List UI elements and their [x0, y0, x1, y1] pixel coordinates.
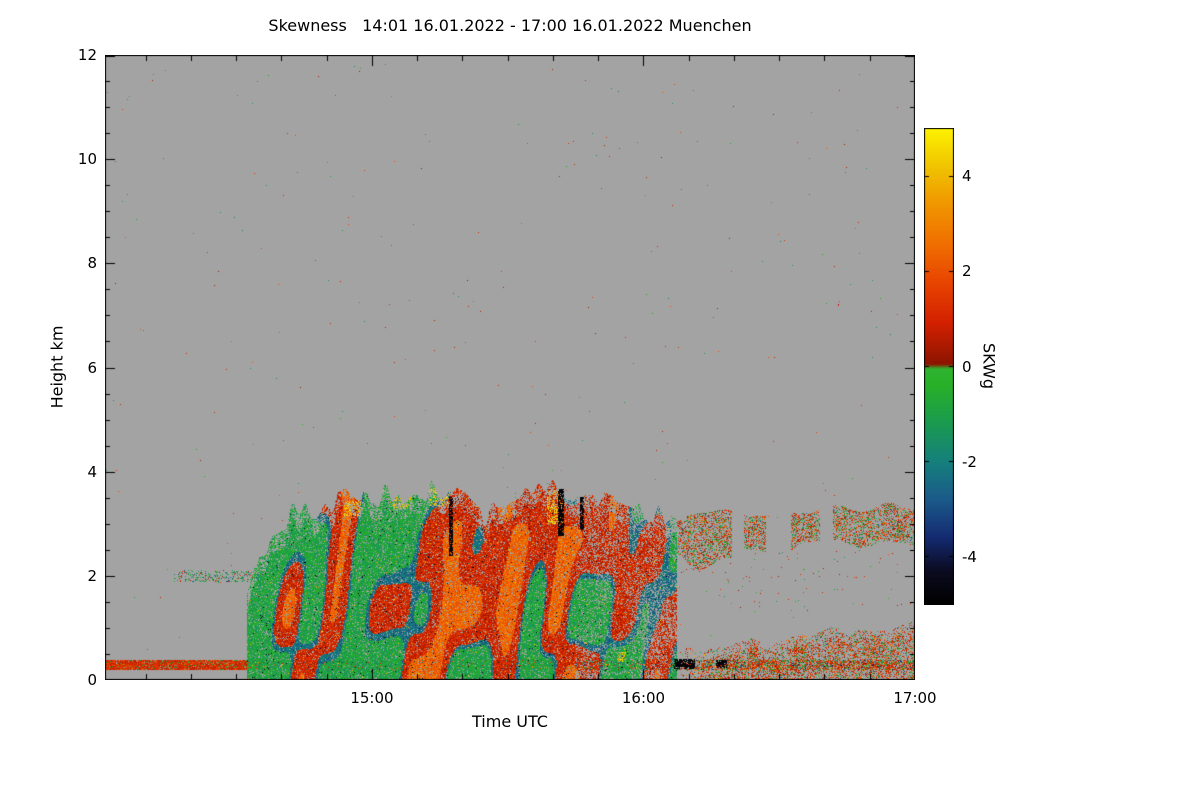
y-tick-label: 0	[87, 671, 97, 689]
y-tick-label: 8	[87, 254, 97, 273]
plot-canvas	[105, 55, 915, 680]
colorbar-tick-label: 2	[962, 262, 972, 281]
y-tick-label: 12	[77, 46, 97, 64]
x-tick-label: 16:00	[621, 689, 666, 707]
x-tick-label: 15:00	[350, 689, 394, 707]
x-axis-label: Time UTC	[472, 712, 548, 731]
y-tick-label: 6	[87, 358, 97, 377]
colorbar-label: SKWg	[979, 342, 999, 390]
x-tick-label: 17:00	[893, 689, 937, 707]
y-tick-label: 2	[87, 566, 97, 585]
colorbar	[924, 128, 954, 605]
colorbar-tick-label: 4	[962, 166, 972, 185]
y-tick-label: 10	[77, 150, 97, 169]
colorbar-tick-label: -4	[962, 548, 977, 567]
chart-title: Skewness 14:01 16.01.2022 - 17:00 16.01.…	[268, 16, 752, 35]
colorbar-tick-label: -2	[962, 452, 977, 471]
y-tick-label: 4	[87, 462, 97, 481]
colorbar-tick-label: 0	[962, 357, 972, 376]
